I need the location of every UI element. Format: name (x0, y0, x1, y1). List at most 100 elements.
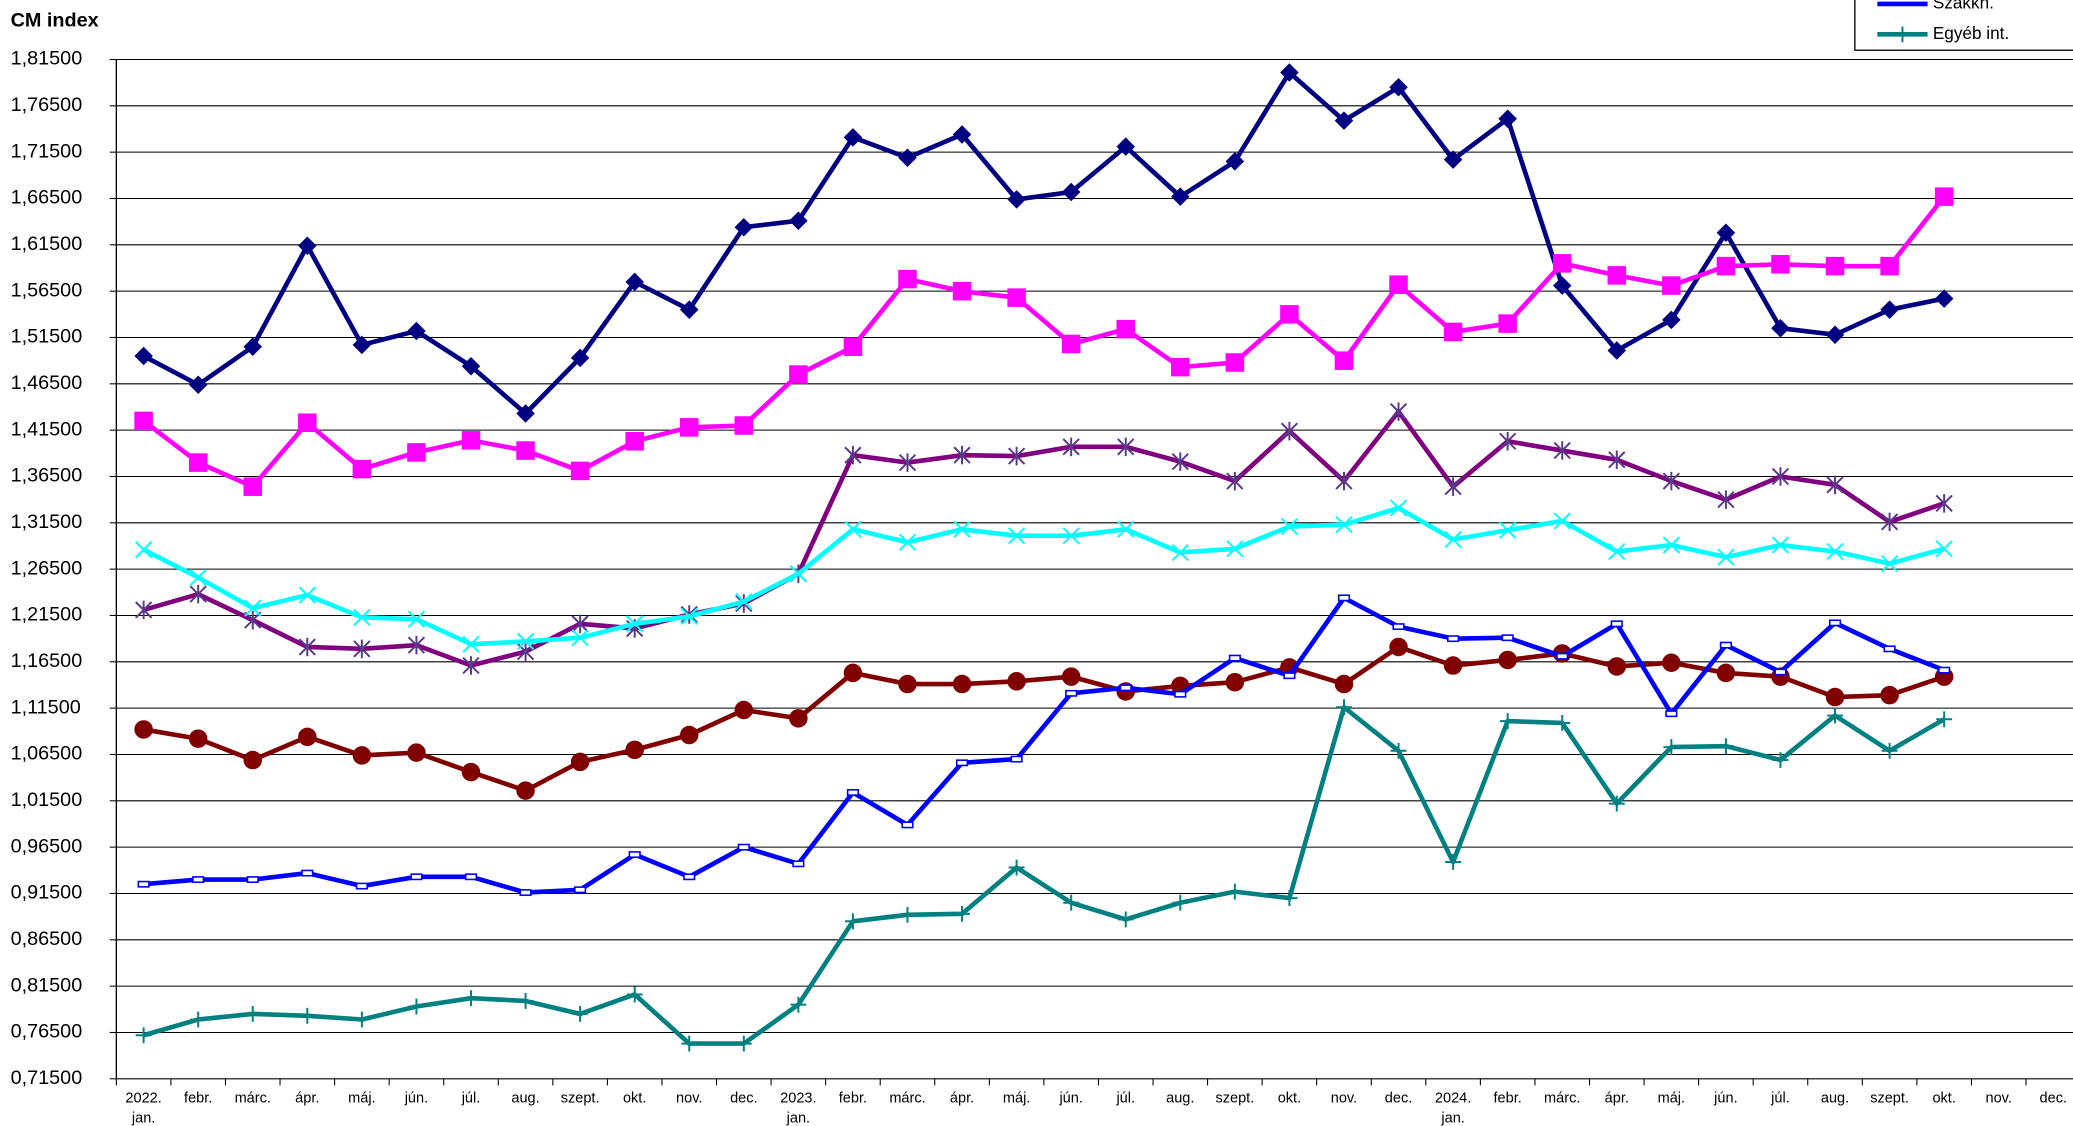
marker (952, 674, 972, 694)
marker (1007, 527, 1026, 545)
marker (1608, 795, 1625, 812)
x-tick-label: 2023. jan. (780, 1090, 816, 1126)
x-tick-label: okt. (623, 1090, 646, 1106)
marker (243, 337, 263, 357)
marker (1828, 619, 1842, 627)
marker (1936, 711, 1953, 728)
marker (407, 610, 426, 628)
marker (519, 889, 532, 896)
marker (1662, 471, 1680, 491)
marker (1444, 477, 1462, 496)
marker (134, 411, 153, 431)
x-tick-label: máj. (348, 1090, 375, 1106)
marker (1389, 402, 1408, 421)
marker (1062, 437, 1080, 457)
y-tick-label: 1,61500 (11, 233, 83, 255)
y-tick-label: 0,96500 (11, 835, 83, 857)
marker (1716, 256, 1736, 276)
marker (628, 851, 641, 858)
x-tick-label: febr. (1494, 1090, 1522, 1106)
marker (1880, 512, 1899, 532)
marker (407, 635, 426, 655)
marker (1389, 637, 1408, 657)
marker (1501, 634, 1514, 642)
marker (735, 1035, 752, 1052)
x-tick-label: nov. (1986, 1090, 2012, 1106)
marker (299, 1007, 316, 1024)
marker (1226, 471, 1244, 491)
marker (1716, 663, 1736, 683)
marker (1771, 536, 1790, 554)
marker (352, 746, 372, 765)
marker (1008, 859, 1025, 876)
x-tick-label: okt. (1932, 1090, 1955, 1106)
marker (517, 993, 534, 1009)
x-tick-label: máj. (1658, 1090, 1685, 1106)
marker (1498, 650, 1517, 670)
x-tick-label: márc. (889, 1090, 925, 1106)
marker (735, 592, 753, 611)
marker (408, 998, 425, 1015)
marker (1061, 667, 1081, 686)
marker (1499, 713, 1516, 730)
marker (244, 610, 262, 630)
marker (1392, 623, 1405, 631)
marker (1717, 548, 1735, 566)
marker (1336, 699, 1352, 716)
marker (1116, 319, 1135, 339)
marker (1334, 351, 1354, 370)
marker (353, 608, 371, 626)
marker (898, 453, 917, 472)
marker (734, 217, 754, 237)
marker (516, 441, 535, 460)
marker (1443, 322, 1463, 342)
y-tick-label: 1,21500 (11, 604, 83, 626)
marker (1662, 310, 1681, 330)
marker (679, 300, 699, 319)
x-tick-label: nov. (1331, 1090, 1357, 1106)
marker (462, 656, 480, 675)
legend-label: Egyéb int. (1933, 23, 2009, 43)
marker (1445, 854, 1462, 870)
marker (1007, 288, 1026, 307)
marker (681, 1035, 698, 1052)
x-tick-label: febr. (839, 1090, 867, 1106)
marker (1119, 684, 1132, 692)
marker (1174, 690, 1187, 698)
marker (246, 876, 259, 884)
series-line (143, 595, 1946, 895)
marker (1717, 490, 1735, 509)
marker (1010, 755, 1023, 763)
x-tick-label: dec. (1385, 1090, 1412, 1106)
marker (462, 635, 480, 653)
legend-marker (1894, 26, 1911, 43)
legend-box (1854, 0, 2073, 51)
marker (1334, 674, 1354, 694)
marker (1771, 318, 1790, 338)
y-tick-label: 0,71500 (11, 1067, 83, 1089)
marker (679, 418, 699, 437)
marker (1061, 182, 1081, 202)
marker (789, 709, 808, 728)
y-tick-label: 1,66500 (11, 187, 83, 209)
marker (1062, 527, 1080, 545)
marker (463, 990, 479, 1007)
marker (1554, 715, 1571, 731)
marker (1935, 540, 1953, 558)
marker (574, 886, 587, 894)
marker (1607, 657, 1627, 676)
marker (1499, 432, 1517, 451)
marker (298, 586, 316, 604)
marker (1228, 654, 1241, 662)
x-tick-label: szept. (1870, 1090, 1909, 1106)
marker (192, 876, 205, 884)
legend-label: Szakkh. (1933, 0, 1994, 12)
marker (844, 913, 861, 930)
marker (1389, 275, 1408, 294)
marker (1283, 672, 1296, 680)
marker (626, 615, 644, 633)
marker (1007, 446, 1026, 466)
marker (789, 365, 808, 384)
marker (1007, 672, 1026, 691)
series-line (142, 704, 1946, 1046)
